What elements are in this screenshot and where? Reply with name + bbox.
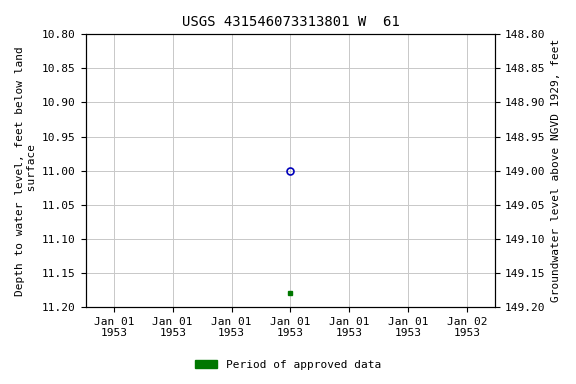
Title: USGS 431546073313801 W  61: USGS 431546073313801 W 61 bbox=[181, 15, 399, 29]
Y-axis label: Groundwater level above NGVD 1929, feet: Groundwater level above NGVD 1929, feet bbox=[551, 39, 561, 302]
Y-axis label: Depth to water level, feet below land
 surface: Depth to water level, feet below land su… bbox=[15, 46, 37, 296]
Legend: Period of approved data: Period of approved data bbox=[191, 356, 385, 375]
